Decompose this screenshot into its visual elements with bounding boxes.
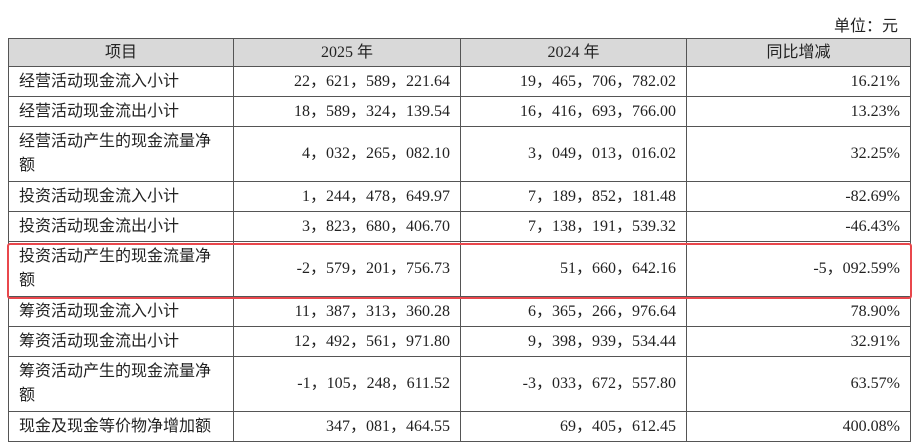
cell: -5，092.59%: [686, 241, 911, 297]
column-header: 2025 年: [233, 38, 461, 67]
cell: -3，033，672，557.80: [460, 356, 687, 412]
cell: 78.90%: [686, 296, 911, 327]
table-row: 筹资活动产生的现金流量净额 -1，105，248，611.52 -3，033，672…: [8, 356, 911, 412]
row-label: 经营活动现金流入小计: [8, 66, 234, 97]
cash-flow-table: 项目 2025 年 2024 年同比增减 经营活动现金流入小计 22，621，589，…: [8, 38, 911, 442]
table-row: 筹资活动现金流出小计 12，492，561，971.80 9，398，939，534…: [8, 326, 911, 357]
row-label: 投资活动现金流入小计: [8, 181, 234, 212]
cell: 22，621，589，221.64: [233, 66, 461, 97]
cell: 69，405，612.45: [460, 411, 687, 442]
cell: -1，105，248，611.52: [233, 356, 461, 412]
cell: 7，138，191，539.32: [460, 211, 687, 242]
header-row: 项目 2025 年 2024 年同比增减: [8, 38, 911, 67]
table-row: 现金及现金等价物净增加额 347，081，464.55 69，405，612.45 4…: [8, 411, 911, 442]
cell: 11，387，313，360.28: [233, 296, 461, 327]
cell: 400.08%: [686, 411, 911, 442]
cell: 7，189，852，181.48: [460, 181, 687, 212]
table-row: 投资活动现金流出小计 3，823，680，406.70 7，138，191，539.…: [8, 211, 911, 242]
row-label: 投资活动现金流出小计: [8, 211, 234, 242]
table-row: 经营活动产生的现金流量净额 4，032，265，082.10 3，049，013，0…: [8, 126, 911, 182]
row-label: 现金及现金等价物净增加额: [8, 411, 234, 442]
row-label: 经营活动现金流出小计: [8, 96, 234, 127]
cell: 32.91%: [686, 326, 911, 357]
row-label: 经营活动产生的现金流量净额: [8, 126, 234, 182]
table-row: 筹资活动现金流入小计 11，387，313，360.28 6，365，266，976…: [8, 296, 911, 327]
column-header: 同比增减: [686, 38, 911, 67]
row-label: 投资活动产生的现金流量净额: [8, 241, 234, 297]
cell: 63.57%: [686, 356, 911, 412]
table-row: 经营活动现金流入小计 22，621，589，221.64 19，465，706，78…: [8, 66, 911, 97]
cell: 4，032，265，082.10: [233, 126, 461, 182]
table-row: 投资活动现金流入小计 1，244，478，649.97 7，189，852，181.…: [8, 181, 911, 212]
cell: 6，365，266，976.64: [460, 296, 687, 327]
cell: 1，244，478，649.97: [233, 181, 461, 212]
column-header: 项目: [8, 38, 234, 67]
cell: -46.43%: [686, 211, 911, 242]
cell: 347，081，464.55: [233, 411, 461, 442]
cell: -82.69%: [686, 181, 911, 212]
cell: 16.21%: [686, 66, 911, 97]
cell: 51，660，642.16: [460, 241, 687, 297]
cell: 3，823，680，406.70: [233, 211, 461, 242]
cell: 9，398，939，534.44: [460, 326, 687, 357]
cell: 18，589，324，139.54: [233, 96, 461, 127]
cell: -2，579，201，756.73: [233, 241, 461, 297]
cell: 13.23%: [686, 96, 911, 127]
cell: 16，416，693，766.00: [460, 96, 687, 127]
unit-label: 单位：元: [833, 18, 898, 35]
row-label: 筹资活动产生的现金流量净额: [8, 356, 234, 412]
table-row: 经营活动现金流出小计 18，589，324，139.54 16，416，693，76…: [8, 96, 911, 127]
cell: 32.25%: [686, 126, 911, 182]
table-row: 投资活动产生的现金流量净额 -2，579，201，756.73 51，660，642…: [8, 241, 911, 297]
row-label: 筹资活动现金流出小计: [8, 326, 234, 357]
cell: 12，492，561，971.80: [233, 326, 461, 357]
cell: 3，049，013，016.02: [460, 126, 687, 182]
cell: 19，465，706，782.02: [460, 66, 687, 97]
row-label: 筹资活动现金流入小计: [8, 296, 234, 327]
table-body: 经营活动现金流入小计 22，621，589，221.64 19，465，706，78…: [8, 66, 911, 442]
column-header: 2024 年: [460, 38, 687, 67]
